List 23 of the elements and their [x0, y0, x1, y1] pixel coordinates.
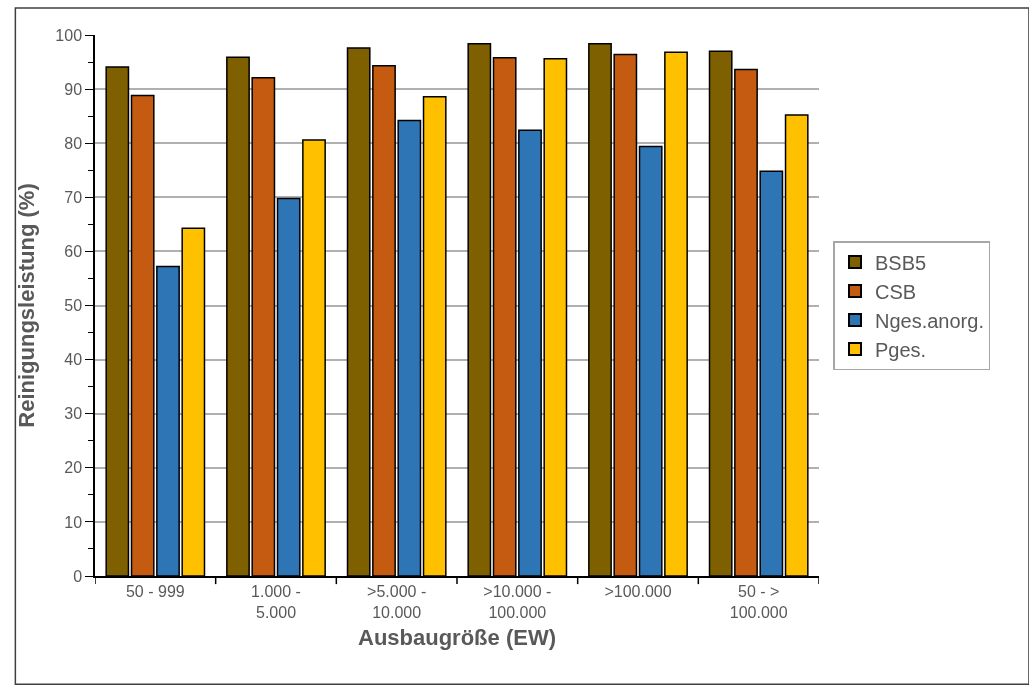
- y-tick-label: 20: [64, 459, 83, 477]
- y-tick-label: 100: [55, 26, 83, 44]
- x-tick-label: >100.000: [604, 582, 672, 600]
- y-tick-label: 70: [64, 188, 83, 206]
- legend-label: Pges.: [874, 338, 927, 361]
- y-tick-label: 60: [64, 243, 83, 260]
- y-tick-label: 90: [64, 80, 83, 98]
- x-tick-label: 1.000 - 5.000: [251, 582, 301, 621]
- y-tick-label: 40: [64, 351, 83, 369]
- y-tick-label: 80: [64, 134, 83, 152]
- legend-label: Nges.anorg.: [874, 309, 984, 332]
- y-tick-label: 50: [64, 297, 83, 315]
- legend-label: CSB: [874, 280, 917, 303]
- y-tick-label: 30: [64, 405, 83, 423]
- x-tick-label: >5.000 - 10.000: [367, 582, 427, 621]
- x-tick-label: 50 - 999: [125, 582, 185, 600]
- x-tick-label: 50 - > 100.000: [729, 582, 788, 621]
- x-tick-label: >10.000 - 100.000: [483, 582, 552, 621]
- y-axis-title: Reinigungsleistung (%): [13, 183, 39, 428]
- legend-label: BSB5: [874, 251, 927, 274]
- x-axis-title: Ausbaugröße (EW): [358, 625, 556, 651]
- y-tick-label: 0: [73, 567, 83, 585]
- y-tick-label: 10: [64, 513, 83, 531]
